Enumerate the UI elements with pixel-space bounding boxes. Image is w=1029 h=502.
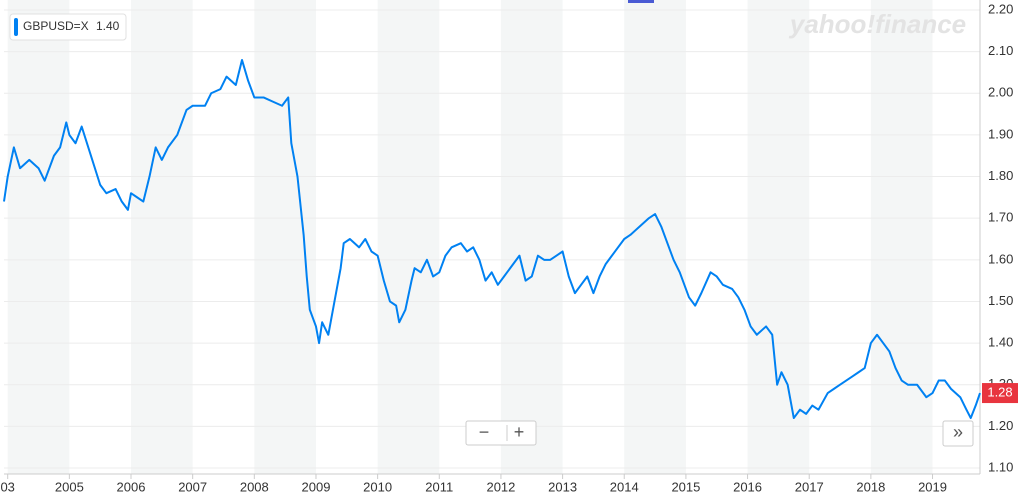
y-tick-label: 1.20 — [988, 418, 1013, 433]
legend-box — [9, 13, 127, 41]
watermark: yahoo!finance — [788, 9, 966, 39]
legend: GBPUSD=X 1.40 — [9, 13, 127, 41]
x-tick-label: 2019 — [918, 479, 947, 494]
x-tick-label: 2009 — [302, 479, 331, 494]
year-band — [7, 0, 70, 474]
expand[interactable]: » — [953, 422, 963, 442]
price-line — [3, 58, 981, 420]
x-tick-label: 2008 — [240, 479, 269, 494]
zoom-control: − + — [465, 420, 537, 446]
x-tick-label: 2010 — [363, 479, 392, 494]
x-tick-label: 2011 — [425, 479, 453, 494]
year-band — [747, 0, 810, 474]
legend-label: GBPUSD=X — [23, 19, 89, 33]
year-bands — [7, 0, 933, 474]
x-tick-label: 2012 — [486, 479, 515, 494]
plot — [3, 58, 981, 420]
year-band — [254, 0, 316, 474]
x-tick-label: 2016 — [733, 479, 762, 494]
year-band — [870, 0, 933, 474]
y-tick-label: 2.20 — [988, 1, 1013, 16]
year-band — [377, 0, 440, 474]
x-tick-label: 2015 — [671, 479, 700, 494]
expand-control: » — [942, 420, 974, 447]
year-band — [131, 0, 193, 474]
x-tick-label: 03 — [0, 479, 14, 494]
x-tick-label: 2006 — [117, 479, 146, 494]
zoom-out[interactable]: − — [479, 422, 490, 442]
x-tick-label: 2007 — [178, 479, 207, 494]
x-tick-label: 2005 — [55, 479, 84, 494]
year-band — [500, 0, 563, 474]
y-tick-label: 1.10 — [988, 459, 1013, 474]
legend-value: 1.40 — [96, 19, 120, 33]
y-tick-label: 1.80 — [988, 168, 1013, 183]
y-tick-label: 2.00 — [988, 85, 1013, 100]
y-tick-label: 1.60 — [988, 251, 1013, 266]
y-tick-label: 1.50 — [988, 293, 1013, 308]
legend-swatch — [14, 18, 18, 36]
expand-box — [942, 420, 974, 447]
zoom-in[interactable]: + — [514, 422, 525, 442]
x-tick-label: 2013 — [548, 479, 577, 494]
x-tick-label: 2018 — [856, 479, 885, 494]
y-tick-label: 1.90 — [988, 126, 1013, 141]
last-price-tag — [982, 383, 1018, 404]
x-tick-label: 2017 — [795, 479, 824, 494]
year-band — [624, 0, 686, 474]
last-price-label: 1.28 — [987, 384, 1012, 399]
y-tick-label: 1.40 — [988, 335, 1013, 350]
y-tick-label: 2.10 — [988, 43, 1013, 58]
y-tick-label: 1.70 — [988, 210, 1013, 225]
x-tick-label: 2014 — [610, 479, 639, 494]
grid — [4, 9, 980, 469]
zoom-box — [465, 420, 537, 446]
top-indicator — [628, 0, 654, 3]
